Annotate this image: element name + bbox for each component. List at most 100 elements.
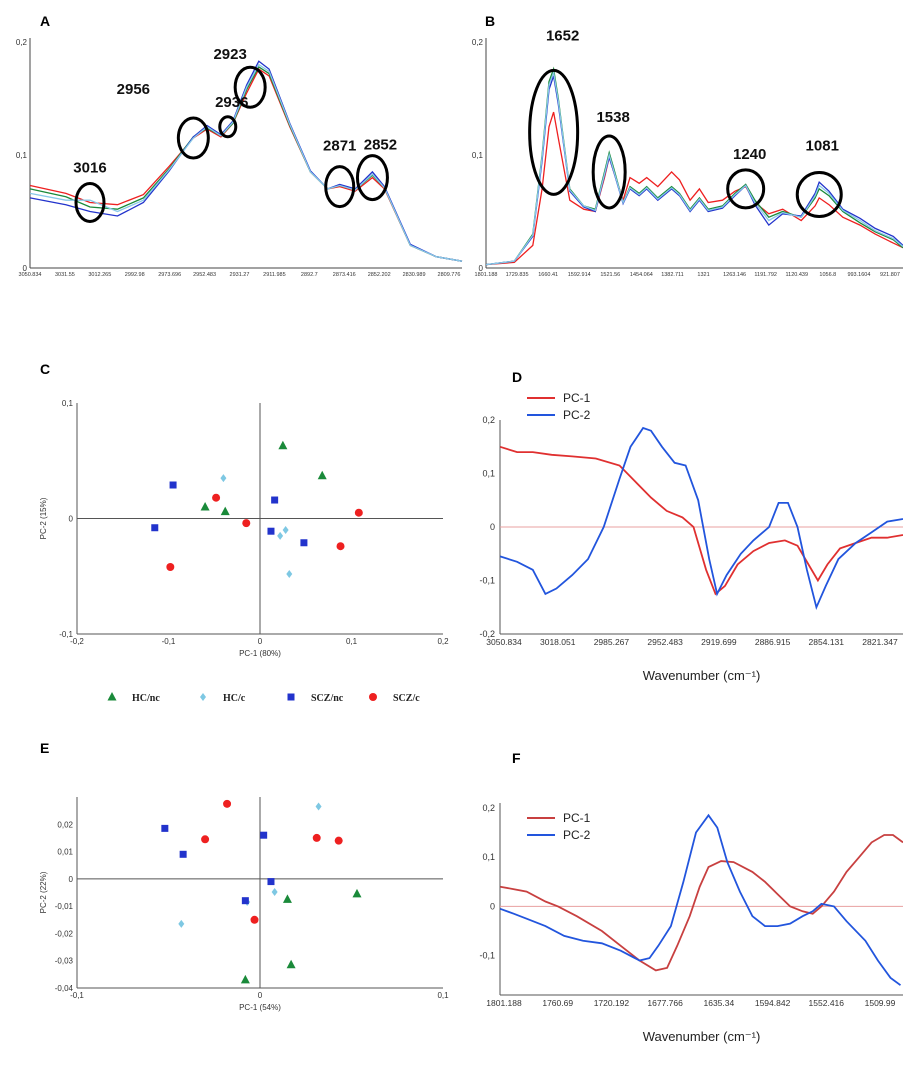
x-tick-label: 0 [258, 637, 263, 646]
peak-circle [726, 168, 766, 210]
score-point [352, 888, 362, 898]
x-axis-title: Wavenumber (cm⁻¹) [643, 1029, 761, 1044]
y-tick-label: -0,1 [479, 576, 495, 586]
panel-label-c: C [40, 361, 50, 377]
x-tick-label: 1191.792 [754, 272, 777, 278]
x-tick-label: 2830.989 [403, 272, 426, 278]
x-tick-label: 921.807 [880, 272, 900, 278]
x-tick-label: 1635.34 [703, 998, 734, 1008]
x-tick-label: 993.1604 [847, 272, 870, 278]
panel-a-spectrum: 0 0,1 0,2 3050.834 3031.55 3012.265 2992.98 297… [16, 38, 463, 278]
spectrum-line-2 [486, 75, 903, 266]
y-tick-label: -0,2 [479, 629, 495, 639]
legend-label: PC-2 [563, 408, 591, 422]
peak-label: 2936 [215, 94, 248, 111]
score-point [282, 526, 289, 535]
peak-circle [355, 154, 389, 202]
y-axis-title: PC-2 (22%) [39, 871, 48, 913]
x-tick-label: 2886.915 [755, 637, 791, 647]
score-point [179, 850, 187, 858]
y-axis-title: PC-2 (15%) [39, 497, 48, 539]
y-tick-label: 0,01 [57, 848, 73, 857]
score-point [282, 894, 292, 903]
score-point [267, 527, 275, 535]
loading-line-pc-2 [499, 426, 903, 611]
peak-circle [74, 181, 106, 223]
score-point [260, 831, 268, 839]
score-point [201, 835, 210, 844]
score-point [278, 440, 288, 450]
legend-label: SCZ/c [393, 693, 420, 704]
y-tick-label: 0 [479, 264, 484, 273]
peak-label: 2923 [213, 46, 246, 63]
score-point [161, 824, 169, 832]
y-tick-label: 0,1 [472, 151, 484, 160]
score-point [220, 506, 230, 516]
y-tick-label: 0 [23, 264, 28, 273]
score-point [241, 897, 249, 905]
y-tick-label: 0,1 [16, 151, 28, 160]
y-tick-label: 0,2 [472, 38, 484, 47]
legend-label: SCZ/nc [311, 693, 344, 704]
panel-e-scores: -0,1 0 0,1 0,02 0,01 0 -0,01 -0,02 -0,03 -0,04 PC-… [39, 797, 449, 1012]
y-tick-label: -0,03 [55, 957, 74, 966]
y-tick-label: 0,2 [482, 803, 495, 813]
score-point [178, 919, 185, 928]
x-tick-label: 3050.834 [19, 272, 42, 278]
x-tick-label: 2919.699 [701, 637, 737, 647]
score-point [271, 887, 278, 896]
x-tick-label: 0 [258, 991, 263, 1000]
y-tick-label: 0,2 [16, 38, 28, 47]
x-tick-label: 0,1 [437, 991, 449, 1000]
panel-label-b: B [485, 13, 495, 29]
x-tick-label: 2985.267 [594, 637, 630, 647]
loading-line-pc-1 [500, 834, 903, 972]
x-tick-label: 1521.56 [600, 272, 620, 278]
peak-circle [218, 115, 238, 139]
x-tick-label: 2809.776 [438, 272, 461, 278]
x-tick-label: 1382.711 [661, 272, 684, 278]
score-point [336, 542, 345, 551]
x-tick-label: 1801.188 [475, 272, 498, 278]
x-tick-label: 2931.27 [230, 272, 250, 278]
legend-marker-scz-nc [287, 693, 295, 701]
panel-f-loadings: 0,2 0,1 0 -0,1 1801.188 1760.69 1720.192 1677.7… [479, 803, 903, 1044]
score-point [223, 799, 232, 808]
y-tick-label: 0 [69, 875, 74, 884]
score-point [315, 802, 322, 811]
peak-label: 2852 [364, 137, 397, 154]
x-tick-label: 1760.69 [542, 998, 573, 1008]
score-point [317, 470, 327, 480]
x-tick-label: 2952.483 [647, 637, 683, 647]
x-tick-label: 1056.8 [819, 272, 836, 278]
x-tick-label: 2992.98 [125, 272, 145, 278]
x-tick-label: 3050.834 [486, 637, 522, 647]
peak-label: 2871 [323, 138, 356, 155]
peak-circle [176, 116, 210, 160]
x-tick-label: 2952.483 [193, 272, 216, 278]
y-tick-label: 0 [490, 901, 495, 911]
y-tick-label: 0,1 [482, 852, 495, 862]
peak-label: 1538 [596, 109, 629, 126]
y-tick-label: 0 [490, 522, 495, 532]
spectrum-line-2 [29, 60, 463, 262]
peak-label: 1652 [546, 27, 579, 44]
y-tick-label: 0,2 [482, 415, 495, 425]
loading-line-pc-2 [499, 813, 902, 986]
peak-circle [324, 165, 356, 209]
score-point [354, 508, 363, 517]
legend-marker-hc-c [200, 693, 206, 701]
peak-label: 1240 [733, 146, 766, 163]
x-tick-label: 1677.766 [647, 998, 683, 1008]
score-point [271, 496, 279, 504]
x-tick-label: 2854.131 [809, 637, 845, 647]
x-tick-label: 2852.202 [368, 272, 391, 278]
x-tick-label: 2873.416 [333, 272, 356, 278]
x-tick-label: 1454.064 [630, 272, 653, 278]
peak-circle [528, 68, 580, 196]
x-tick-label: 3018.051 [540, 637, 576, 647]
score-point [242, 519, 251, 528]
peak-circle [233, 65, 267, 109]
